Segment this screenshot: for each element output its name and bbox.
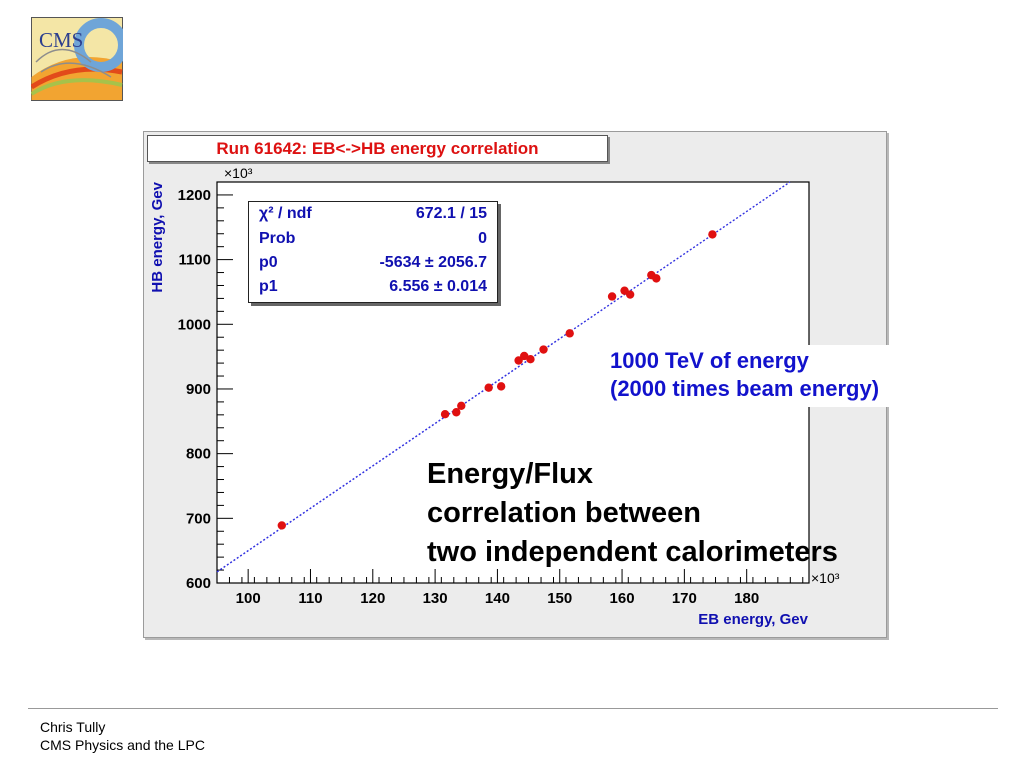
data-point <box>625 290 635 299</box>
stats-value: -5634 ± 2056.7 <box>379 254 487 271</box>
data-point <box>520 351 529 361</box>
x-tick-label: 130 <box>423 590 448 607</box>
y-tick-label: 1200 <box>178 187 211 204</box>
stats-key: p1 <box>259 278 278 295</box>
x-multiplier: ×10³ <box>811 570 840 586</box>
x-tick-label: 100 <box>236 590 261 607</box>
footer-divider <box>28 708 998 709</box>
annotation-line: correlation between <box>427 497 701 529</box>
x-axis-label: EB energy, Gev <box>698 611 808 628</box>
stats-key: p0 <box>259 254 278 271</box>
fit-stats-box: χ² / ndf 672.1 / 15 Prob 0 p0 -5634 ± 20… <box>248 201 498 303</box>
data-point <box>457 401 466 410</box>
cms-logo-text: CMS <box>39 28 83 52</box>
correlation-annotation: Energy/Flux correlation between two inde… <box>427 455 838 572</box>
data-point <box>652 274 661 283</box>
x-tick-label: 120 <box>360 590 385 607</box>
annotation-line: Energy/Flux <box>427 458 593 490</box>
y-tick-label: 800 <box>186 446 211 463</box>
footer-author: Chris Tully <box>40 719 106 735</box>
cms-logo-graphic: CMS <box>30 17 128 101</box>
stats-value: 672.1 / 15 <box>415 205 487 222</box>
data-point <box>496 382 506 391</box>
y-tick-label: 1000 <box>178 316 211 333</box>
x-tick-label: 170 <box>672 590 697 607</box>
annotation-line: 1000 TeV of energy <box>610 348 809 373</box>
y-multiplier: ×10³ <box>224 165 253 181</box>
cms-logo: CMS <box>30 17 128 101</box>
data-point <box>484 383 493 392</box>
data-point <box>607 292 617 301</box>
y-axis-label: HB energy, Gev <box>149 181 166 292</box>
footer-subtitle: CMS Physics and the LPC <box>40 737 205 753</box>
x-tick-label: 160 <box>610 590 635 607</box>
y-tick-label: 1100 <box>178 252 211 269</box>
x-tick-label: 110 <box>298 590 322 607</box>
energy-annotation-box: 1000 TeV of energy (2000 times beam ener… <box>602 345 957 407</box>
y-tick-label: 700 <box>186 510 211 527</box>
chart-title-box: Run 61642: EB<->HB energy correlation <box>147 135 608 162</box>
data-point <box>514 356 523 365</box>
chart-title: Run 61642: EB<->HB energy correlation <box>216 139 539 158</box>
data-point <box>539 345 548 354</box>
x-tick-label: 140 <box>485 590 510 607</box>
data-point <box>440 409 450 419</box>
data-point <box>452 408 461 417</box>
stats-row: p0 -5634 ± 2056.7 <box>259 254 487 276</box>
footer: Chris Tully CMS Physics and the LPC <box>40 718 205 754</box>
annotation-line: (2000 times beam energy) <box>610 376 880 401</box>
y-tick-label: 900 <box>186 381 211 398</box>
stats-value: 0 <box>478 230 487 247</box>
data-point <box>526 355 535 364</box>
stats-key: χ² / ndf <box>259 205 312 222</box>
x-tick-label: 180 <box>734 590 759 607</box>
fit-line <box>216 181 791 573</box>
data-point <box>565 329 574 338</box>
stats-key: Prob <box>259 230 296 247</box>
annotation-line: two independent calorimeters <box>427 536 838 568</box>
stats-row: p1 6.556 ± 0.014 <box>259 278 487 300</box>
y-tick-label: 600 <box>186 575 211 592</box>
data-point <box>277 521 287 530</box>
stats-value: 6.556 ± 0.014 <box>389 278 487 295</box>
stats-row: Prob 0 <box>259 230 487 252</box>
data-point <box>708 230 717 239</box>
x-tick-label: 150 <box>547 590 572 607</box>
stats-row: χ² / ndf 672.1 / 15 <box>259 205 487 227</box>
